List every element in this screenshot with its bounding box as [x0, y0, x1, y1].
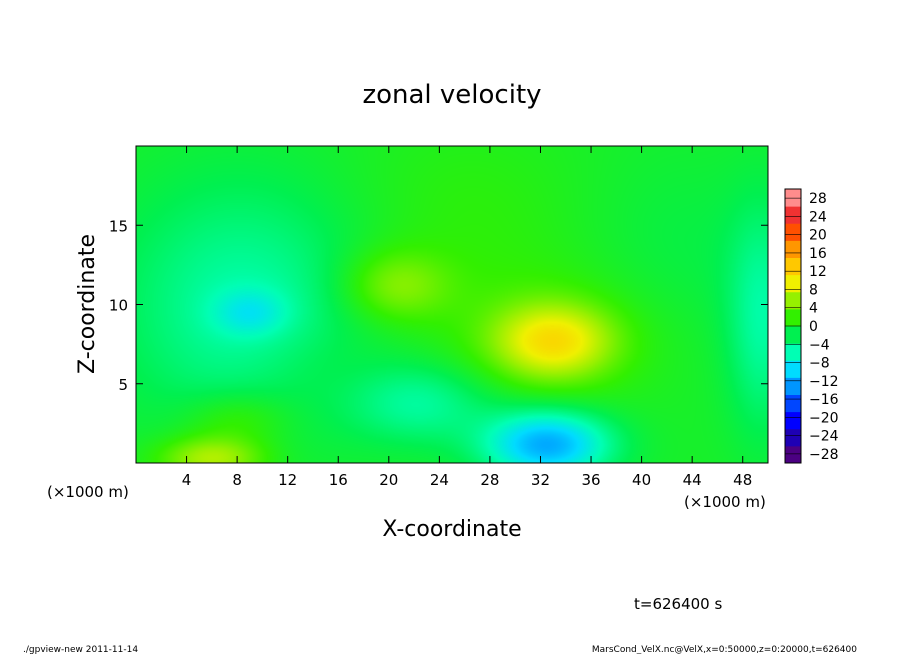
x-tick-label: 24 [430, 471, 449, 489]
colorbar-segment [785, 274, 801, 293]
colorbar-tick-label: 20 [809, 228, 827, 244]
x-unit-label-right: (×1000 m) [684, 493, 766, 511]
y-tick-label: 10 [109, 297, 128, 315]
colorbar-ticks: 28 24 20 16 12 8 4 0 −4 −8 −12 −16 −20 −24 −28 [785, 191, 839, 463]
colorbar-segment [785, 343, 801, 361]
x-tick-label: 8 [232, 471, 242, 489]
x-tick-label: 32 [531, 471, 550, 489]
colorbar-tick-label: 28 [809, 191, 827, 207]
colorbar [784, 188, 802, 464]
colorbar-tick-label: 12 [809, 264, 827, 280]
x-tick-label: 12 [278, 471, 297, 489]
heatmap-canvas [136, 146, 768, 463]
y-tick-label: 15 [109, 217, 128, 235]
colorbar-tick-label: 24 [809, 209, 827, 225]
colorbar-tick-label: −28 [809, 447, 839, 463]
colorbar-tick-label: −8 [809, 356, 830, 372]
colorbar-tick-label: −16 [809, 392, 839, 408]
x-unit-label-left: (×1000 m) [47, 483, 129, 501]
colorbar-segment [785, 291, 801, 310]
x-tick-label: 36 [581, 471, 600, 489]
x-tick-label: 48 [733, 471, 752, 489]
y-axis-ticks: 5 10 15 [109, 217, 768, 394]
colorbar-tick-label: −24 [809, 429, 839, 445]
footer-left: ./gpview-new 2011-11-14 [23, 645, 138, 654]
colorbar-tick-label: 4 [809, 301, 818, 317]
colorbar-segment [785, 394, 801, 413]
footer-right: MarsCond_VelX.nc@VelX,x=0:50000,z=0:2000… [592, 645, 857, 654]
x-tick-label: 4 [182, 471, 192, 489]
colorbar-tick-label: −4 [809, 337, 830, 353]
x-tick-label: 44 [683, 471, 702, 489]
colorbar-segment [785, 240, 801, 258]
heatmap-area [135, 145, 769, 464]
colorbar-segment [785, 308, 801, 327]
x-tick-label: 40 [632, 471, 651, 489]
colorbar-segment [785, 189, 801, 207]
colorbar-segment [785, 326, 801, 344]
colorbar-tick-label: 16 [809, 246, 827, 262]
x-tick-label: 28 [480, 471, 499, 489]
colorbar-tick-label: −20 [809, 410, 839, 426]
y-tick-label: 5 [118, 376, 128, 394]
colorbar-tick-label: 0 [809, 319, 818, 335]
y-axis-label: Z-coordinate [75, 234, 100, 374]
x-tick-label: 20 [379, 471, 398, 489]
colorbar-segment [785, 223, 801, 241]
colorbar-segment [785, 411, 801, 430]
colorbar-tick-label: −12 [809, 374, 839, 390]
colorbar-segment [785, 257, 801, 276]
chart-title: zonal velocity [362, 80, 541, 110]
colorbar-segment [785, 428, 801, 447]
x-axis-label: X-coordinate [382, 517, 521, 542]
colorbar-segment [785, 206, 801, 224]
x-tick-label: 16 [329, 471, 348, 489]
colorbar-segment [785, 360, 801, 378]
x-axis-ticks: 4 8 12 16 20 24 28 32 36 40 44 48 [182, 146, 752, 489]
time-label: t=626400 s [634, 595, 722, 613]
colorbar-segment [785, 377, 801, 395]
colorbar-tick-label: 8 [809, 282, 818, 298]
colorbar-segment [785, 445, 801, 464]
